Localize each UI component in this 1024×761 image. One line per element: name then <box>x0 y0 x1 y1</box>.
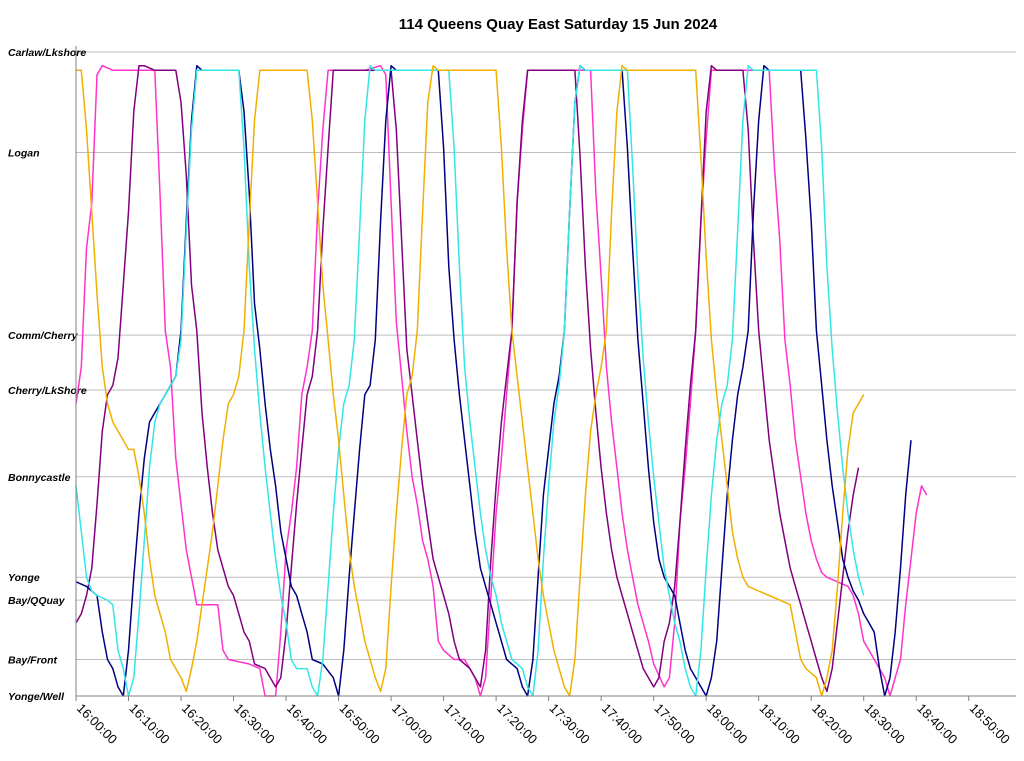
x-tick-label: 16:40:00 <box>284 701 330 747</box>
x-tick-label: 17:10:00 <box>441 701 487 747</box>
series-line-5 <box>76 64 865 697</box>
series-line-3 <box>75 64 912 697</box>
x-tick-label: 17:30:00 <box>547 701 593 747</box>
x-tick-label: 17:50:00 <box>652 701 698 747</box>
series-line-2 <box>75 64 860 693</box>
y-tick-label: Yonge <box>8 572 40 584</box>
series-line-4 <box>75 64 865 697</box>
y-tick-label: Bay/QQuay <box>8 595 66 607</box>
y-tick-label: Bonnycastle <box>8 472 71 484</box>
x-tick-label: 17:20:00 <box>494 701 540 747</box>
y-tick-label: Cherry/LkShore <box>8 385 87 397</box>
x-tick-label: 18:40:00 <box>914 701 960 747</box>
y-tick-label: Yonge/Well <box>8 691 65 703</box>
x-tick-label: 17:40:00 <box>599 701 645 747</box>
x-tick-labels: 16:00:00 16:10:00 16:20:00 16:30:00 16:40:00… <box>74 701 1013 747</box>
grid-layer <box>76 51 1016 660</box>
y-tick-labels: Yonge/Well Bay/Front Bay/QQuay Yonge Bonnyca… <box>8 47 87 703</box>
x-tick-label: 16:10:00 <box>126 701 172 747</box>
y-tick-label: Logan <box>8 147 40 159</box>
y-tick-label: Comm/Cherry <box>8 330 79 342</box>
x-tick-label: 18:10:00 <box>757 701 803 747</box>
x-tick-label: 18:30:00 <box>862 701 908 747</box>
x-tick-label: 18:00:00 <box>704 701 750 747</box>
y-tick-label: Bay/Front <box>8 654 58 666</box>
chart-title: 114 Queens Quay East Saturday 15 Jun 202… <box>399 16 718 33</box>
x-tick-label: 18:50:00 <box>967 701 1013 747</box>
series-layer <box>75 64 928 697</box>
y-tick-label: Carlaw/Lkshore <box>8 47 86 59</box>
x-tick-label: 16:00:00 <box>74 701 120 747</box>
x-tick-label: 18:20:00 <box>809 701 855 747</box>
x-tick-label: 16:20:00 <box>179 701 225 747</box>
axis-layer <box>75 46 1016 701</box>
x-tick-label: 16:50:00 <box>336 701 382 747</box>
x-tick-label: 16:30:00 <box>231 701 277 747</box>
x-tick-label: 17:00:00 <box>389 701 435 747</box>
